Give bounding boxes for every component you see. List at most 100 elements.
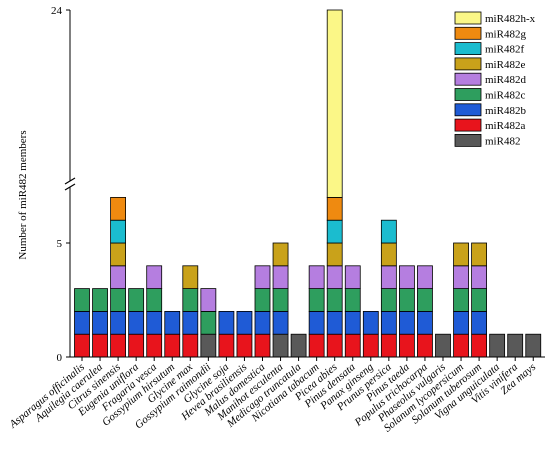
- bar-segment-miR482d-11: [272, 265, 289, 289]
- legend-swatch-miR482b: [454, 103, 482, 117]
- bar-segment-miR482a-5: [164, 333, 181, 358]
- bar-segment-miR482b-14: [326, 310, 343, 335]
- bar-segment-miR482c-22: [471, 288, 488, 312]
- bar-segment-miR482f-14: [326, 219, 343, 244]
- bar-segment-miR482a-14: [326, 333, 343, 358]
- bar-segment-miR482e-17: [380, 242, 397, 267]
- bar-segment-miR482d-2: [110, 265, 126, 289]
- bar-segment-miR482b-2: [110, 310, 126, 335]
- bar-segment-miR482c-6: [182, 288, 199, 312]
- bar-segment-miR482a-4: [146, 333, 163, 358]
- bar-segment-miR482c-10: [254, 288, 271, 312]
- bar-segment-miR482a-17: [380, 333, 397, 358]
- bar-segment-miR482b-0: [74, 310, 90, 335]
- bar-segment-miR482-12: [290, 333, 307, 358]
- bar-segment-miR482b-3: [128, 310, 145, 335]
- y-axis-label: Number of miR482 members: [17, 130, 29, 259]
- bar-segment-miR482b-17: [380, 310, 397, 335]
- legend-swatch-miR482d: [454, 72, 482, 86]
- bar-segment-miR482e-14: [326, 242, 343, 267]
- bar-segment-miR482a-2: [110, 333, 126, 358]
- bar-segment-miR482c-15: [344, 288, 361, 312]
- bar-segment-miR482e-21: [453, 242, 469, 267]
- legend-label-miR482h-x: miR482h-x: [485, 13, 536, 25]
- bar-segment-miR482b-5: [164, 310, 181, 335]
- y-tick-label-0: 0: [57, 352, 63, 364]
- legend-swatch-miR482f: [454, 42, 482, 55]
- bar-segment-miR482b-8: [218, 310, 235, 335]
- bar-segment-miR482a-6: [182, 333, 199, 358]
- bar-segment-miR482b-4: [146, 310, 163, 335]
- bar-segment-miR482a-3: [128, 333, 145, 358]
- bar-segment-miR482a-10: [254, 333, 271, 358]
- bar-segment-miR482-25: [525, 333, 542, 358]
- bar-segment-miR482c-4: [146, 288, 163, 312]
- bars-group: [74, 9, 542, 358]
- bar-segment-miR482b-16: [362, 310, 379, 335]
- bar-segment-miR482c-19: [417, 288, 433, 312]
- axes-group: 0 5 24: [51, 5, 545, 364]
- legend-swatch-miR482: [454, 133, 482, 147]
- bar-segment-miR482d-14: [326, 265, 343, 289]
- bar-segment-miR482-20: [435, 333, 451, 358]
- legend-label-miR482f: miR482f: [485, 44, 524, 56]
- bar-segment-miR482d-13: [308, 265, 325, 289]
- bar-segment-miR482d-21: [453, 265, 469, 289]
- bar-segment-miR482c-18: [398, 288, 415, 312]
- legend-label-miR482g: miR482g: [485, 28, 526, 40]
- legend-label-miR482: miR482: [485, 135, 520, 147]
- bar-segment-miR482e-2: [110, 242, 126, 267]
- bar-segment-miR482c-1: [92, 288, 108, 312]
- bar-segment-miR482a-9: [236, 333, 253, 358]
- bar-segment-miR482b-9: [236, 310, 253, 335]
- bar-segment-miR482c-2: [110, 288, 126, 312]
- bar-segment-miR482a-15: [344, 333, 361, 358]
- y-tick-label-24: 24: [51, 5, 63, 17]
- bar-segment-miR482e-11: [272, 242, 289, 267]
- bar-segment-miR482d-19: [417, 265, 433, 289]
- legend-swatch-miR482g: [454, 26, 482, 40]
- bar-segment-miR482d-17: [380, 265, 397, 289]
- bar-segment-miR482b-15: [344, 310, 361, 335]
- bar-segment-miR482b-1: [92, 310, 108, 335]
- bar-segment-miR482a-0: [74, 333, 90, 358]
- bar-segment-miR482b-22: [471, 310, 488, 335]
- bar-segment-miR482e-22: [471, 242, 488, 267]
- bar-segment-miR482a-16: [362, 333, 379, 358]
- axis-break-mark-lower: [64, 183, 76, 191]
- bar-segment-miR482c-21: [453, 288, 469, 312]
- legend-label-miR482b: miR482b: [485, 105, 526, 117]
- bar-segment-miR482f-2: [110, 219, 126, 244]
- bar-segment-miR482c-3: [128, 288, 145, 312]
- bar-segment-miR482d-22: [471, 265, 488, 289]
- legend-swatch-miR482c: [454, 88, 482, 101]
- bar-segment-miR482e-6: [182, 265, 199, 289]
- bar-segment-miR482h-x-14: [326, 9, 343, 198]
- bar-segment-miR482-23: [489, 333, 506, 358]
- y-tick-label-5: 5: [57, 238, 63, 250]
- legend-swatch-miR482a: [454, 118, 482, 132]
- legend-label-miR482a: miR482a: [485, 120, 525, 132]
- bar-segment-miR482a-18: [398, 333, 415, 358]
- legend: miR482h-x miR482g miR482f miR482e miR482d miR…: [454, 11, 536, 147]
- bar-segment-miR482b-11: [272, 310, 289, 335]
- bar-segment-miR482b-6: [182, 310, 199, 335]
- bar-segment-miR482c-13: [308, 288, 325, 312]
- bar-segment-miR482a-22: [471, 333, 488, 358]
- bar-segment-miR482d-7: [200, 288, 217, 312]
- axis-break-mark-upper: [64, 177, 76, 185]
- bar-segment-miR482a-8: [218, 333, 235, 358]
- bar-segment-miR482c-17: [380, 288, 397, 312]
- bar-segment-miR482b-13: [308, 310, 325, 335]
- bar-segment-miR482d-15: [344, 265, 361, 289]
- bar-segment-miR482c-14: [326, 288, 343, 312]
- legend-label-miR482c: miR482c: [485, 90, 525, 102]
- bar-segment-miR482d-18: [398, 265, 415, 289]
- bar-segment-miR482c-11: [272, 288, 289, 312]
- bar-segment-miR482g-2: [110, 196, 126, 221]
- bar-segment-miR482d-4: [146, 265, 163, 289]
- bar-segment-miR482-24: [507, 333, 524, 358]
- bar-segment-miR482a-19: [417, 333, 433, 358]
